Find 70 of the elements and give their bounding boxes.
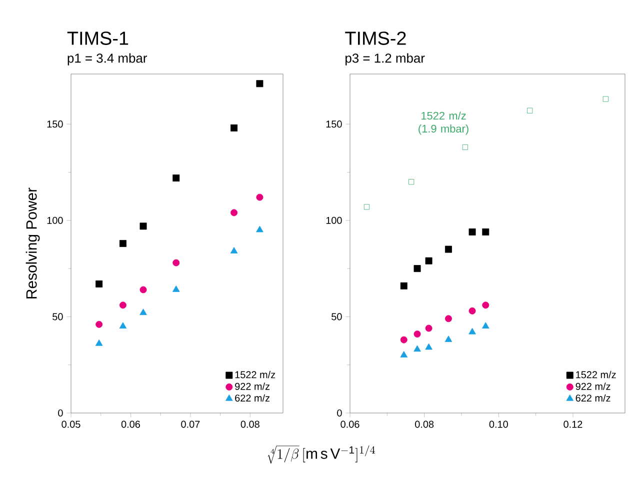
legend-label: 622 m/z — [576, 394, 610, 402]
point — [140, 222, 147, 230]
point — [256, 194, 264, 201]
point — [602, 96, 608, 102]
point — [414, 265, 421, 272]
point — [172, 259, 180, 266]
point — [482, 302, 490, 309]
point — [444, 336, 452, 342]
y-axis-title: Resolving Power — [26, 188, 40, 298]
legend-label: 622 m/z — [235, 394, 270, 402]
point — [119, 240, 126, 247]
point — [414, 345, 421, 352]
x-tick-label: 0.08 — [240, 420, 260, 428]
point — [230, 209, 238, 216]
point — [400, 282, 408, 290]
point — [140, 286, 147, 294]
annotation: 1522 m/z (1.9 mbar) — [418, 112, 468, 135]
point — [119, 302, 126, 309]
point — [527, 108, 533, 114]
point — [408, 179, 414, 185]
y-tick-label: 150 — [326, 120, 342, 128]
y-tick-label: 50 — [52, 313, 63, 320]
point — [414, 330, 421, 338]
point — [95, 339, 103, 346]
point — [172, 286, 180, 292]
x-tick-label: 0.08 — [415, 420, 434, 428]
point — [425, 343, 432, 350]
legend-label: 1522 m/z — [235, 370, 276, 378]
point — [482, 228, 490, 236]
x-tick-label: 0.10 — [489, 420, 508, 428]
point — [400, 336, 408, 344]
y-tick-label: 100 — [326, 216, 342, 224]
y-tick-label: 0 — [337, 409, 342, 417]
point — [482, 322, 490, 329]
x-tick-label: 0.05 — [62, 420, 80, 428]
legend-label: 922 m/z — [235, 382, 270, 390]
point — [462, 144, 468, 150]
point — [425, 257, 432, 264]
chart-title: TIMS-2 — [345, 32, 406, 45]
point — [468, 307, 476, 314]
x-tick-label: 0.06 — [340, 420, 360, 428]
point — [172, 174, 180, 182]
x-tick-label: 0.12 — [564, 420, 582, 428]
point — [96, 320, 103, 328]
legend-label: 922 m/z — [576, 382, 610, 390]
point — [444, 315, 452, 322]
point — [468, 228, 476, 236]
y-tick-label: 100 — [47, 216, 63, 224]
y-tick-label: 150 — [47, 120, 63, 128]
point — [119, 322, 127, 329]
point — [140, 308, 147, 316]
point — [468, 328, 476, 334]
point — [425, 324, 432, 332]
point — [230, 247, 238, 254]
x-tick-label: 0.06 — [121, 420, 140, 428]
point — [96, 280, 103, 288]
point — [444, 246, 452, 253]
legend-label: 1522 m/z — [576, 370, 616, 378]
point — [256, 226, 264, 232]
y-tick-label: 0 — [58, 409, 63, 417]
point — [256, 80, 264, 88]
chart-subtitle: p1 = 3.4 mbar — [68, 53, 147, 66]
point — [364, 204, 370, 210]
chart-subtitle: p3 = 1.2 mbar — [346, 53, 425, 66]
y-tick-label: 50 — [332, 313, 342, 320]
point — [230, 124, 238, 132]
point — [400, 351, 408, 358]
x-axis-title: $\sqrt[4]{1/\beta}\,[\mathrm{m\,s\,V^{-1}}]^{1/4}$ — [268, 445, 375, 464]
chart-title: TIMS-1 — [67, 32, 128, 45]
x-tick-label: 0.07 — [181, 420, 200, 428]
